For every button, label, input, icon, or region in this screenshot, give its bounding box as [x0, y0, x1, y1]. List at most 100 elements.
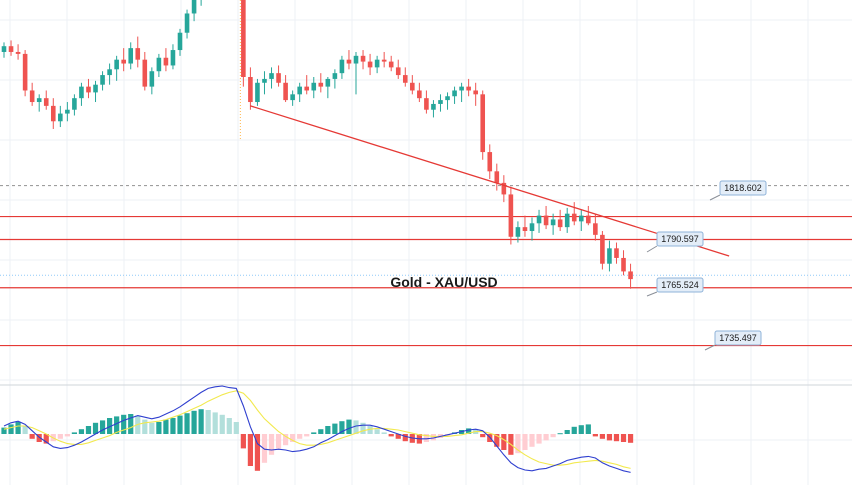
macd-histogram-bar — [57, 434, 63, 439]
macd-histogram-bar — [620, 434, 627, 442]
macd-histogram-bar — [297, 434, 303, 439]
candle — [424, 90, 429, 114]
candle-body — [29, 90, 35, 103]
macd-histogram-bar — [585, 424, 591, 434]
candle — [177, 28, 183, 56]
candle — [593, 213, 598, 241]
macd-line — [3, 385, 631, 473]
macd-histogram-bar — [627, 434, 634, 443]
candle — [36, 94, 42, 112]
callout-label: 1790.597 — [661, 234, 699, 244]
candle-body — [43, 98, 49, 106]
price-callout: 1735.497 — [704, 330, 762, 351]
candle — [578, 209, 584, 231]
candle-body — [360, 55, 366, 62]
macd-histogram-bar — [346, 419, 352, 434]
candle — [184, 9, 190, 39]
macd-histogram-bar — [402, 434, 408, 442]
candle-body — [459, 86, 464, 91]
candle — [128, 42, 134, 70]
macd-histogram-bar — [121, 414, 127, 434]
candle — [200, 0, 202, 6]
candle — [297, 82, 302, 103]
macd-histogram-bar — [64, 434, 70, 437]
macd-histogram-bar — [494, 434, 500, 447]
candle-body — [149, 71, 155, 87]
candle — [550, 213, 556, 235]
macd-histogram-bar — [395, 434, 401, 439]
candle — [339, 55, 345, 79]
candle — [283, 75, 288, 103]
macd-histogram-bar — [480, 434, 486, 438]
candle — [543, 205, 549, 230]
candle-body — [318, 82, 324, 87]
macd-histogram-bar — [613, 434, 620, 442]
candle — [58, 105, 63, 128]
candle — [332, 69, 338, 89]
candle — [600, 231, 605, 270]
macd-indicator — [1, 385, 634, 473]
candle-body — [557, 219, 563, 228]
candle — [487, 144, 493, 180]
macd-histogram-bar — [149, 422, 155, 434]
macd-histogram-bar — [1, 427, 7, 434]
candle-body — [107, 69, 112, 76]
macd-histogram-bar — [367, 426, 373, 434]
candle — [163, 48, 169, 72]
macd-histogram-bar — [15, 422, 21, 434]
candle — [325, 77, 331, 99]
candle — [311, 77, 317, 99]
macd-histogram-bar — [198, 409, 204, 434]
macd-histogram-bar — [374, 429, 380, 434]
candle-body — [135, 48, 141, 60]
price-callout: 1765.524 — [646, 277, 704, 297]
candle — [241, 0, 246, 87]
candle-body — [163, 57, 169, 66]
macd-histogram-bar — [564, 430, 570, 434]
macd-histogram-bar — [275, 434, 282, 449]
macd-histogram-bar — [170, 418, 176, 434]
candle — [536, 209, 542, 233]
macd-histogram-bar — [240, 434, 246, 449]
candle-body — [1, 46, 7, 52]
macd-histogram-bar — [99, 420, 106, 434]
candle — [29, 82, 35, 106]
candle-body — [100, 75, 105, 85]
candle-body — [22, 53, 28, 91]
trendline — [250, 105, 730, 257]
candle-body — [388, 61, 394, 68]
candle-body — [353, 55, 359, 64]
candle-body — [452, 90, 457, 97]
candle-body — [290, 94, 295, 101]
chart-title: Gold - XAU/USD — [390, 274, 497, 290]
macd-histogram-bar — [529, 434, 535, 447]
candle-body — [50, 105, 56, 122]
candle — [304, 75, 310, 95]
macd-histogram-bar — [142, 419, 148, 434]
callout-label: 1765.524 — [661, 280, 699, 290]
callout-label: 1735.497 — [719, 333, 757, 343]
candle-body — [424, 98, 429, 110]
candle — [269, 67, 274, 89]
candle — [494, 163, 500, 191]
candle — [452, 86, 457, 104]
macd-histogram-bar — [430, 434, 437, 441]
candle-body — [283, 82, 288, 101]
candle — [65, 102, 70, 122]
trendline-layer — [250, 105, 730, 257]
candle — [72, 94, 77, 116]
candle — [318, 73, 324, 93]
candle-body — [86, 86, 91, 93]
macd-histogram-bar — [311, 432, 317, 434]
candle — [614, 242, 619, 264]
macd-histogram-bar — [543, 434, 549, 441]
candle — [557, 209, 563, 231]
candle — [142, 51, 148, 91]
candle-body — [36, 98, 42, 103]
macd-histogram-bar — [571, 426, 577, 434]
macd-histogram-bar — [205, 410, 211, 434]
candle-body — [515, 227, 521, 237]
candle-body — [156, 57, 162, 72]
candle — [466, 78, 471, 97]
candle — [571, 202, 577, 226]
